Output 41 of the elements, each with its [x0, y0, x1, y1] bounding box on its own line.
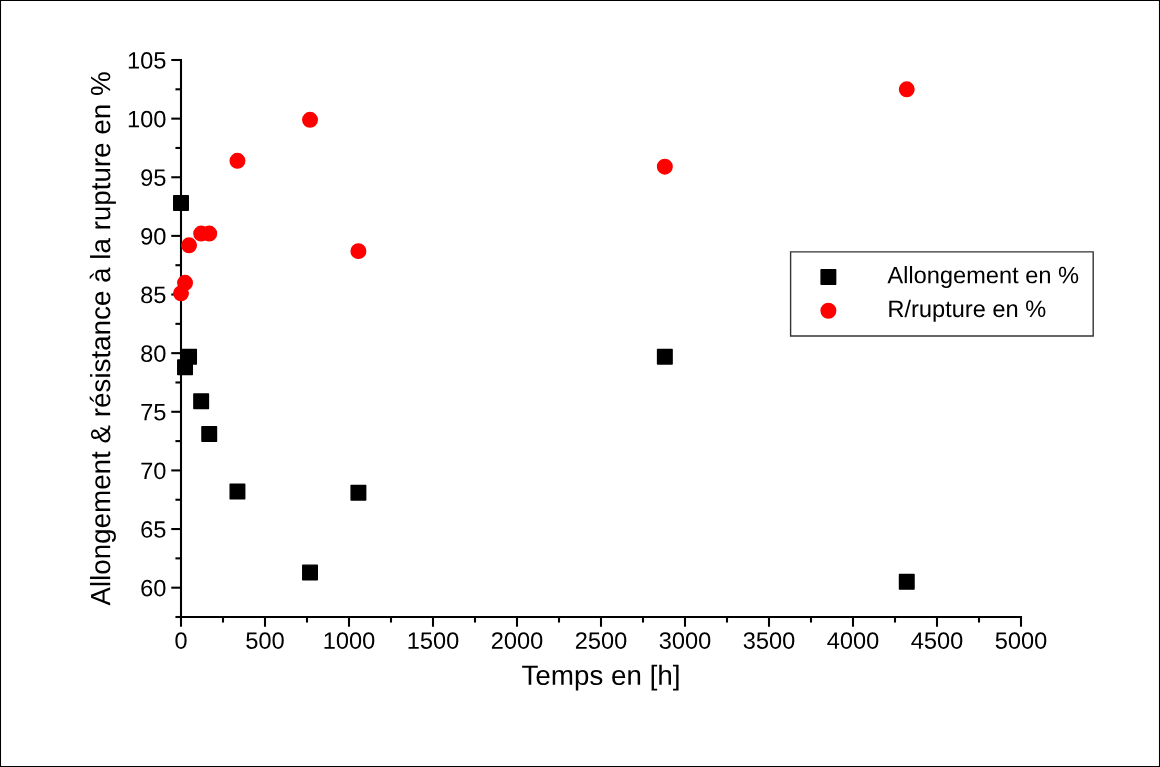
point: [193, 393, 210, 410]
y-tick-label: 70: [141, 462, 166, 480]
y-tick-label: 105: [128, 52, 166, 69]
point: [201, 426, 218, 443]
legend-label: R/rupture en %: [889, 299, 1046, 322]
x-tick-label: 5000: [995, 632, 1047, 649]
y-tick-label: 100: [128, 110, 166, 128]
point: [656, 158, 673, 175]
point: [898, 573, 915, 590]
x-tick-label: 4000: [827, 632, 879, 649]
y-tick-label: 85: [141, 286, 166, 304]
y-axis-title: Allongement & résistance à la rupture en %: [89, 72, 116, 606]
point: [302, 564, 319, 581]
point: [898, 81, 915, 98]
point: [302, 111, 319, 128]
y-tick-label: 75: [141, 404, 166, 421]
point: [177, 274, 194, 291]
point: [229, 152, 246, 169]
x-tick-label: 4500: [911, 632, 963, 649]
y-tick-label: 65: [141, 521, 166, 538]
y-tick-label: 90: [141, 227, 166, 245]
x-tick-label: 1000: [324, 632, 375, 649]
x-tick-label: 1500: [408, 632, 459, 649]
legend-label: Allongement en %: [887, 266, 1079, 289]
x-axis-title: Temps en [h]: [522, 664, 679, 691]
point: [350, 484, 367, 501]
y-tick-label: 95: [141, 169, 166, 187]
y-tick-label: 80: [141, 345, 166, 362]
x-tick-label: 3500: [743, 632, 795, 649]
point: [229, 483, 246, 500]
point: [350, 243, 367, 260]
x-tick-label: 3000: [659, 632, 711, 649]
point: [181, 237, 198, 254]
x-tick-label: 500: [246, 632, 284, 649]
point: [656, 348, 673, 365]
y-tick-label: 60: [141, 579, 166, 597]
x-tick-label: 0: [175, 632, 187, 649]
point: [173, 195, 189, 212]
point: [181, 348, 198, 365]
x-tick-label: 2000: [491, 632, 543, 649]
x-tick-label: 2500: [575, 632, 627, 649]
